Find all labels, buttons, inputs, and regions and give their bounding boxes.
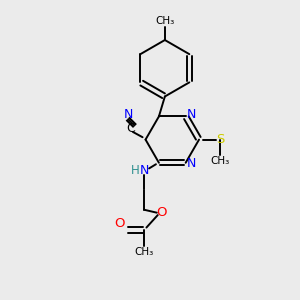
Text: O: O	[114, 217, 125, 230]
Text: O: O	[157, 206, 167, 219]
Text: N: N	[186, 157, 196, 170]
Text: N: N	[140, 164, 149, 177]
Text: CH₃: CH₃	[134, 247, 154, 257]
Text: CH₃: CH₃	[210, 156, 230, 166]
Text: N: N	[124, 108, 133, 122]
Text: H: H	[131, 164, 140, 177]
Text: N: N	[186, 108, 196, 122]
Text: S: S	[216, 133, 224, 146]
Text: CH₃: CH₃	[155, 16, 175, 26]
Text: C: C	[126, 122, 135, 135]
